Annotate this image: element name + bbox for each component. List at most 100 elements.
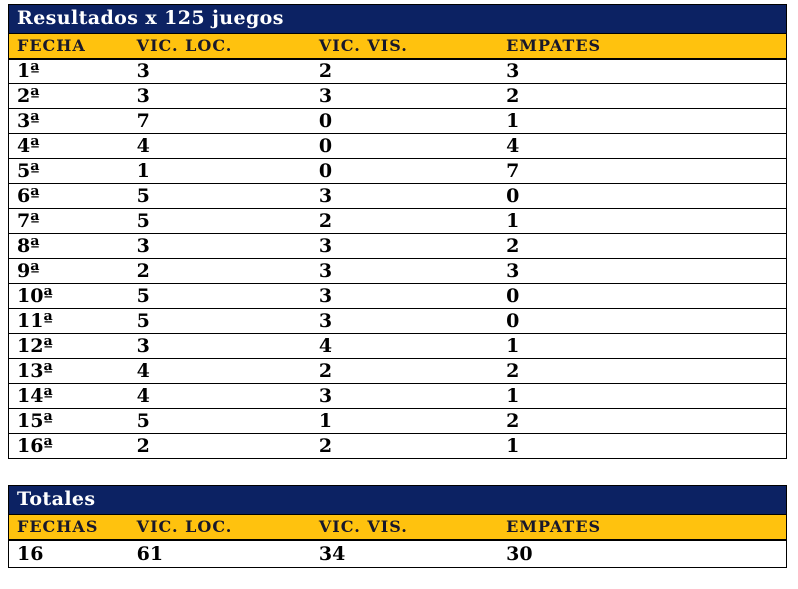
cell-fecha: 7ª [8,208,137,234]
totals-table: Totales FECHAS VIC. LOC. VIC. VIS. EMPAT… [8,485,787,568]
cell-vic-loc: 1 [136,158,319,184]
results-table-body: 1ª 3 2 3 2ª 3 3 2 3ª 7 0 1 4ª 4 0 4 5ª 1… [8,58,787,459]
totals-cell-vic-loc: 61 [136,539,319,568]
cell-empates: 1 [506,383,787,409]
results-title: Resultados x 125 juegos [8,4,787,34]
results-row: 15ª 5 1 2 [8,408,787,434]
cell-empates: 0 [506,183,787,209]
totals-title-bar: Totales [8,485,787,515]
column-header-total-empates: EMPATES [506,514,787,541]
cell-fecha: 11ª [8,308,137,334]
results-row: 14ª 4 3 1 [8,383,787,409]
cell-fecha: 5ª [8,158,137,184]
cell-vic-loc: 3 [136,58,319,84]
results-row: 7ª 5 2 1 [8,208,787,234]
cell-vic-vis: 3 [318,308,507,334]
cell-empates: 0 [506,283,787,309]
cell-fecha: 1ª [8,58,137,84]
results-header-row: FECHA VIC. LOC. VIC. VIS. EMPATES [8,33,787,60]
cell-vic-loc: 4 [136,358,319,384]
cell-empates: 1 [506,208,787,234]
results-row: 1ª 3 2 3 [8,58,787,84]
cell-vic-vis: 3 [318,258,507,284]
column-header-total-vic-loc: VIC. LOC. [136,514,319,541]
cell-vic-vis: 3 [318,183,507,209]
cell-vic-vis: 3 [318,233,507,259]
cell-fecha: 4ª [8,133,137,159]
cell-vic-loc: 7 [136,108,319,134]
cell-vic-loc: 3 [136,333,319,359]
cell-vic-vis: 3 [318,283,507,309]
column-header-total-vic-vis: VIC. VIS. [318,514,507,541]
results-row: 10ª 5 3 0 [8,283,787,309]
cell-fecha: 3ª [8,108,137,134]
cell-fecha: 14ª [8,383,137,409]
cell-fecha: 2ª [8,83,137,109]
results-row: 9ª 2 3 3 [8,258,787,284]
cell-vic-vis: 2 [318,208,507,234]
results-table: Resultados x 125 juegos FECHA VIC. LOC. … [8,4,787,459]
cell-empates: 4 [506,133,787,159]
cell-vic-vis: 2 [318,58,507,84]
cell-empates: 1 [506,433,787,459]
cell-vic-loc: 5 [136,208,319,234]
cell-empates: 2 [506,233,787,259]
results-row: 12ª 3 4 1 [8,333,787,359]
cell-empates: 1 [506,108,787,134]
cell-vic-vis: 3 [318,83,507,109]
cell-vic-vis: 2 [318,358,507,384]
cell-vic-vis: 0 [318,108,507,134]
cell-empates: 3 [506,258,787,284]
cell-vic-loc: 5 [136,283,319,309]
cell-empates: 2 [506,408,787,434]
cell-vic-loc: 3 [136,233,319,259]
cell-vic-loc: 4 [136,133,319,159]
results-row: 5ª 1 0 7 [8,158,787,184]
results-row: 4ª 4 0 4 [8,133,787,159]
cell-fecha: 10ª [8,283,137,309]
results-row: 2ª 3 3 2 [8,83,787,109]
cell-empates: 1 [506,333,787,359]
column-header-vic-vis: VIC. VIS. [318,33,507,60]
cell-empates: 3 [506,58,787,84]
cell-vic-loc: 2 [136,433,319,459]
cell-vic-vis: 3 [318,383,507,409]
cell-vic-vis: 1 [318,408,507,434]
totals-cell-vic-vis: 34 [318,539,507,568]
cell-fecha: 8ª [8,233,137,259]
cell-empates: 0 [506,308,787,334]
cell-fecha: 13ª [8,358,137,384]
totals-cell-fechas: 16 [8,539,137,568]
results-row: 8ª 3 3 2 [8,233,787,259]
cell-fecha: 12ª [8,333,137,359]
cell-vic-loc: 4 [136,383,319,409]
results-row: 3ª 7 0 1 [8,108,787,134]
results-row: 11ª 5 3 0 [8,308,787,334]
cell-vic-vis: 2 [318,433,507,459]
results-row: 6ª 5 3 0 [8,183,787,209]
column-header-empates: EMPATES [506,33,787,60]
cell-fecha: 9ª [8,258,137,284]
cell-vic-loc: 5 [136,308,319,334]
cell-fecha: 15ª [8,408,137,434]
cell-vic-vis: 0 [318,133,507,159]
cell-empates: 7 [506,158,787,184]
cell-vic-loc: 3 [136,83,319,109]
totals-cell-empates: 30 [506,539,787,568]
column-header-fecha: FECHA [8,33,137,60]
cell-vic-vis: 0 [318,158,507,184]
column-header-fechas: FECHAS [8,514,137,541]
totals-title: Totales [8,485,787,515]
cell-vic-vis: 4 [318,333,507,359]
cell-fecha: 16ª [8,433,137,459]
cell-vic-loc: 2 [136,258,319,284]
cell-vic-loc: 5 [136,408,319,434]
totals-row: 16 61 34 30 [8,539,787,568]
results-row: 16ª 2 2 1 [8,433,787,459]
cell-empates: 2 [506,358,787,384]
totals-header-row: FECHAS VIC. LOC. VIC. VIS. EMPATES [8,514,787,541]
cell-empates: 2 [506,83,787,109]
results-title-bar: Resultados x 125 juegos [8,4,787,34]
column-header-vic-loc: VIC. LOC. [136,33,319,60]
